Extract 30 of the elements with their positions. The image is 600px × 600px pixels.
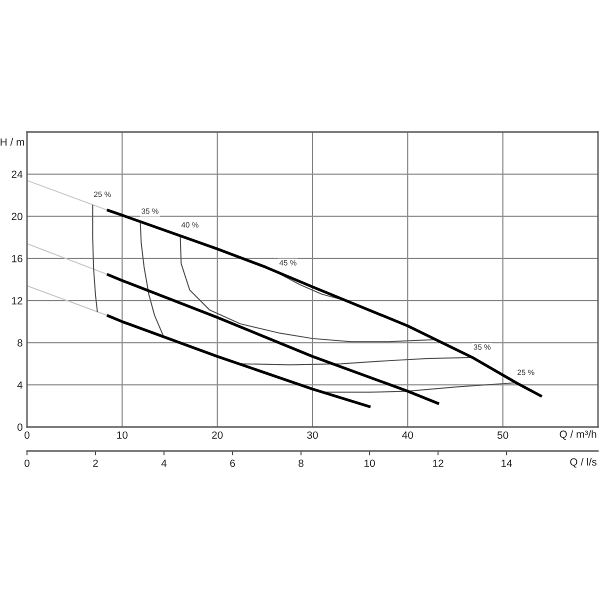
x-tick-label: 50 [497, 431, 508, 439]
line-series [106, 314, 372, 408]
x2-tick-label: 4 [161, 460, 167, 467]
x2-tick-label: 14 [502, 460, 512, 467]
y-tick-label: 4 [17, 381, 23, 389]
line-series [106, 272, 440, 406]
x-tick-label: 0 [24, 431, 30, 439]
y-tick-label: 12 [12, 297, 22, 304]
x2-tick-label: 10 [364, 460, 375, 467]
x-tick-label: 40 [402, 431, 414, 439]
x-tick-label: 30 [307, 431, 318, 439]
y-tick-label: 20 [12, 212, 22, 220]
x2-axis-title: Q / l/s [570, 458, 596, 468]
y-axis-title: H / m [0, 138, 24, 146]
y-tick-label: 8 [17, 339, 22, 347]
y-tick-label: 16 [12, 254, 22, 262]
line-series [92, 204, 98, 313]
y-tick-label: 24 [12, 170, 23, 178]
x2-tick-label: 6 [230, 460, 235, 467]
line-series [106, 208, 544, 398]
x2-tick-label: 0 [24, 460, 30, 467]
x-tick-label: 20 [212, 431, 223, 439]
y-tick-label: 0 [17, 424, 22, 431]
line-series [140, 221, 164, 336]
x2-tick-label: 12 [433, 460, 444, 467]
x2-tick-label: 2 [93, 460, 98, 467]
x2-tick-label: 8 [298, 460, 304, 467]
x-tick-label: 10 [117, 431, 128, 439]
line-series [324, 382, 517, 393]
x-axis-title: Q / m³/h [560, 430, 596, 440]
